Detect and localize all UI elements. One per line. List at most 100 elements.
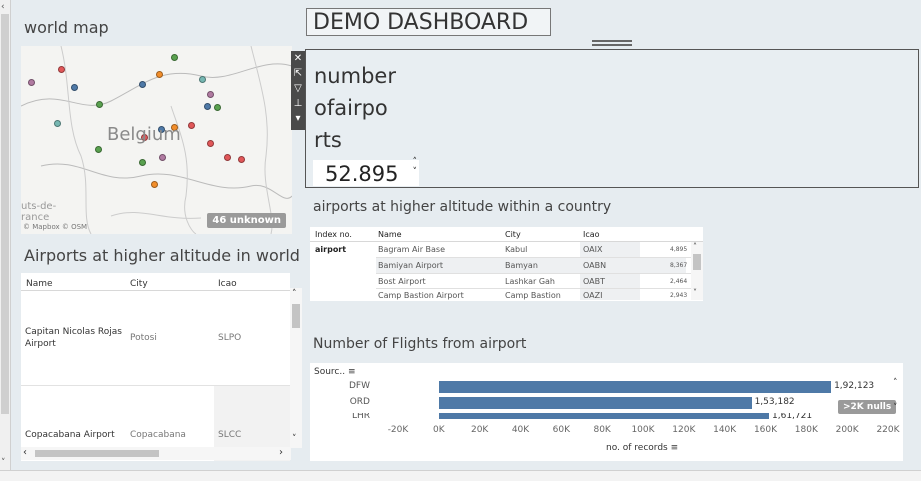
- category-label[interactable]: DFW: [348, 381, 370, 391]
- scroll-up-icon[interactable]: ‹: [1, 2, 5, 12]
- column-header-icao[interactable]: Icao: [583, 230, 600, 239]
- scroll-up-icon[interactable]: ˄: [693, 242, 697, 251]
- scrollbar-thumb[interactable]: [292, 304, 300, 328]
- map-marker[interactable]: [95, 146, 102, 153]
- map-marker[interactable]: [96, 101, 103, 108]
- world-map-title: world map: [24, 18, 109, 37]
- scroll-up-icon[interactable]: ˄: [893, 378, 898, 388]
- sort-icon[interactable]: ≡: [347, 367, 356, 377]
- parameter-value-input[interactable]: 52.895 ˄ ˅: [313, 157, 419, 186]
- map-marker[interactable]: [224, 154, 231, 161]
- table-cell-city[interactable]: Lashkar Gah: [505, 277, 555, 286]
- country-table-scrollbar[interactable]: ˄ ˅: [691, 242, 703, 300]
- null-values-badge[interactable]: >2K nulls: [838, 400, 897, 414]
- x-axis-title[interactable]: no. of records ≡: [606, 443, 678, 453]
- table-cell-city[interactable]: Kabul: [505, 245, 528, 254]
- bar[interactable]: [438, 397, 752, 409]
- map-marker[interactable]: [58, 66, 65, 73]
- scroll-down-icon[interactable]: ˅: [693, 288, 697, 297]
- map-marker[interactable]: [71, 84, 78, 91]
- row-header[interactable]: Sourc.. ≡: [314, 367, 356, 377]
- column-header-name[interactable]: Name: [378, 230, 402, 239]
- filter-icon[interactable]: ▽: [294, 83, 302, 94]
- scrollbar-thumb[interactable]: [1, 14, 9, 414]
- scroll-down-icon[interactable]: ˅: [1, 458, 6, 468]
- x-tick-label: 220K: [876, 425, 900, 435]
- scrollbar-thumb[interactable]: [693, 254, 701, 270]
- column-header-name[interactable]: Name: [26, 279, 53, 289]
- more-icon[interactable]: ▾: [295, 113, 301, 124]
- scroll-down-icon[interactable]: ˅: [893, 403, 898, 413]
- table-cell-icao[interactable]: SLPO: [218, 333, 242, 343]
- bar[interactable]: [438, 381, 832, 393]
- category-label[interactable]: LHR: [351, 413, 370, 419]
- scroll-down-icon[interactable]: ˅: [292, 434, 297, 444]
- table-cell-index[interactable]: 4,895: [670, 246, 688, 253]
- map-marker[interactable]: [141, 134, 148, 141]
- map-marker[interactable]: [159, 154, 166, 161]
- drag-handle-icon[interactable]: [592, 40, 632, 48]
- map-marker[interactable]: [207, 140, 214, 147]
- category-label[interactable]: ORD: [349, 397, 370, 407]
- table-cell-index[interactable]: 8,367: [670, 262, 688, 269]
- dashboard-title[interactable]: DEMO DASHBOARD: [306, 8, 551, 36]
- map-marker[interactable]: [188, 122, 195, 129]
- map-marker[interactable]: [156, 71, 163, 78]
- map-marker[interactable]: [171, 124, 178, 131]
- map-marker[interactable]: [28, 79, 35, 86]
- map-marker[interactable]: [139, 81, 146, 88]
- table-cell-city[interactable]: Copacabana: [130, 430, 186, 440]
- table-cell-index[interactable]: 2,943: [670, 292, 688, 299]
- table-cell-name[interactable]: Bamiyan Airport: [378, 261, 444, 270]
- world-map[interactable]: Belgium uts-de- rance © Mapbox © OSM 46 …: [21, 46, 292, 234]
- parameter-value[interactable]: 52.895: [325, 162, 399, 186]
- table-cell-name[interactable]: Bagram Air Base: [378, 245, 446, 254]
- map-marker[interactable]: [207, 91, 214, 98]
- map-marker[interactable]: [158, 126, 165, 133]
- bar[interactable]: [438, 413, 769, 419]
- x-tick-label: 120K: [672, 425, 696, 435]
- map-marker[interactable]: [204, 103, 211, 110]
- world-table-title: Airports at higher altitude in world: [24, 246, 300, 265]
- table-cell-name[interactable]: Copacabana Airport: [25, 430, 115, 440]
- map-marker[interactable]: [199, 76, 206, 83]
- column-header-city[interactable]: City: [505, 230, 521, 239]
- chart-scrollbar[interactable]: ˄ ˅: [890, 378, 903, 418]
- column-header-city[interactable]: City: [130, 279, 148, 289]
- table-cell-icao[interactable]: OAZI: [583, 291, 603, 300]
- table-cell-name[interactable]: Capitan Nicolas Rojas Airport: [25, 327, 122, 349]
- table-cell-icao[interactable]: SLCC: [218, 430, 242, 440]
- table-cell-city[interactable]: Bamyan: [505, 261, 538, 270]
- map-attribution[interactable]: © Mapbox © OSM: [23, 223, 88, 231]
- pin-icon[interactable]: ⊥: [293, 98, 303, 109]
- world-table-vertical-scrollbar[interactable]: ˄ ˅: [290, 288, 302, 448]
- unknown-locations-badge[interactable]: 46 unknown: [207, 213, 286, 228]
- map-marker[interactable]: [171, 54, 178, 61]
- table-cell-city[interactable]: Camp Bastion: [505, 291, 561, 300]
- scroll-up-icon[interactable]: ˄: [292, 289, 297, 299]
- table-cell-name[interactable]: Camp Bastion Airport: [378, 291, 464, 300]
- scroll-left-icon[interactable]: ‹: [23, 447, 27, 458]
- map-marker[interactable]: [54, 120, 61, 127]
- table-cell-icao[interactable]: OAIX: [583, 245, 603, 254]
- column-header-icao[interactable]: Icao: [218, 279, 237, 289]
- map-marker[interactable]: [214, 104, 221, 111]
- table-cell-name[interactable]: Bost Airport: [378, 277, 426, 286]
- map-marker[interactable]: [139, 159, 146, 166]
- stepper-icon[interactable]: ˄ ˅: [412, 157, 418, 177]
- map-marker[interactable]: [151, 181, 158, 188]
- table-cell-index[interactable]: 2,464: [670, 278, 688, 285]
- sort-icon[interactable]: ≡: [670, 443, 679, 453]
- popout-icon[interactable]: ⇱: [293, 68, 303, 79]
- map-marker[interactable]: [238, 156, 245, 163]
- page-vertical-scrollbar[interactable]: ‹ ˅: [0, 0, 11, 470]
- scroll-right-icon[interactable]: ›: [279, 447, 283, 458]
- world-table-horizontal-scrollbar[interactable]: ‹ ›: [21, 447, 291, 460]
- table-cell-city[interactable]: Potosi: [130, 333, 157, 343]
- close-icon[interactable]: ✕: [293, 53, 303, 64]
- table-cell-icao[interactable]: OABT: [583, 277, 606, 286]
- column-header-index[interactable]: Index no.: [315, 230, 352, 239]
- scrollbar-thumb[interactable]: [35, 450, 159, 457]
- parameter-title-line: number: [314, 64, 396, 88]
- table-cell-icao[interactable]: OABN: [583, 261, 607, 270]
